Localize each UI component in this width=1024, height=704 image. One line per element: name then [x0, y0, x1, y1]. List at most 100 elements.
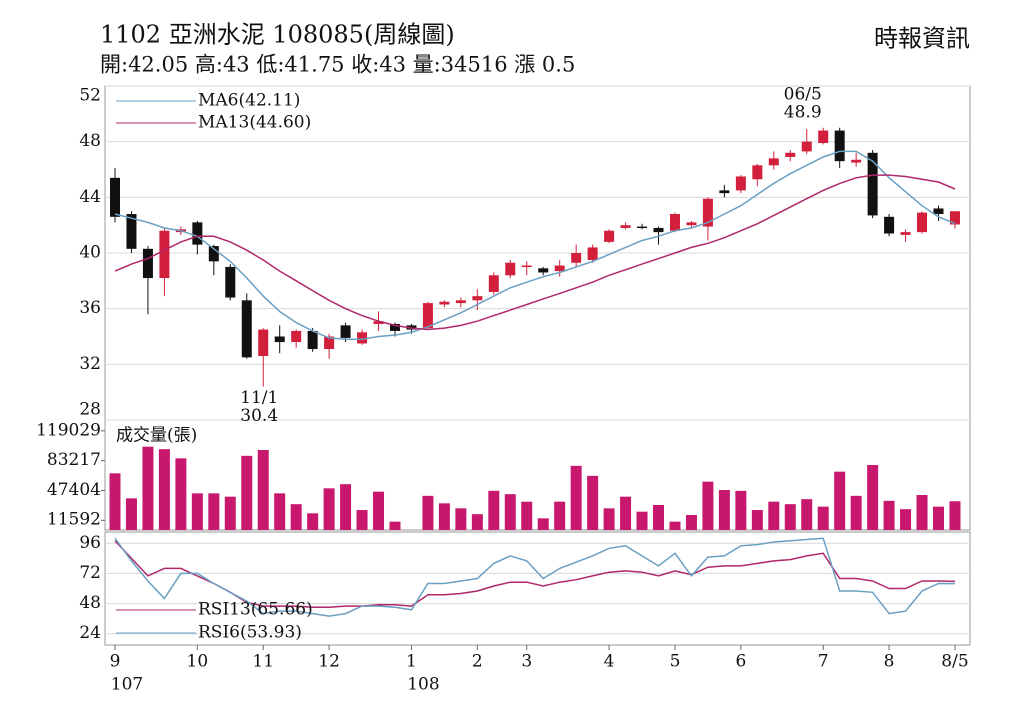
x-year-label: 108	[407, 675, 439, 695]
candle-body	[455, 300, 466, 304]
y-tick-label: 48	[79, 593, 101, 613]
y-tick-label: 32	[79, 354, 101, 374]
candle-body	[884, 216, 895, 234]
volume-bar	[850, 495, 862, 530]
volume-bar	[471, 514, 483, 530]
candle-body	[587, 247, 598, 260]
volume-bar	[883, 500, 895, 530]
volume-title: 成交量(張)	[116, 426, 197, 446]
rsi-panel	[104, 531, 971, 646]
volume-bar	[718, 490, 730, 530]
x-tick-label: 12	[318, 652, 340, 672]
candle-body	[637, 226, 648, 229]
legend-label: RSI6(53.93)	[198, 623, 302, 643]
candle-body	[439, 301, 450, 305]
y-tick-label: 83217	[47, 450, 101, 470]
candle-body	[472, 296, 483, 301]
x-tick-label: 5	[670, 652, 681, 672]
volume-bar	[834, 471, 846, 530]
y-tick-label: 40	[79, 243, 101, 263]
x-tick-label: 3	[521, 652, 532, 672]
x-tick-label: 1	[406, 652, 417, 672]
volume-bar	[636, 511, 648, 530]
volume-bar	[735, 490, 747, 530]
x-tick-label: 9	[110, 652, 121, 672]
volume-bar	[768, 501, 780, 530]
candle-body	[241, 300, 252, 358]
candle-body	[274, 336, 285, 343]
legend-label: MA6(42.11)	[198, 91, 300, 111]
candle-body	[949, 211, 960, 225]
x-tick-label: 8	[884, 652, 895, 672]
volume-bar	[323, 488, 335, 530]
volume-bar	[290, 504, 302, 530]
y-tick-label: 48	[79, 131, 101, 151]
volume-bar	[784, 504, 796, 530]
volume-bar	[422, 495, 434, 530]
candle-body	[422, 303, 433, 329]
volume-bar	[109, 473, 121, 530]
volume-bar	[488, 490, 500, 530]
candle-body	[933, 208, 944, 215]
annotation-value: 48.9	[784, 103, 822, 123]
volume-bar	[751, 510, 763, 530]
volume-bar	[554, 501, 566, 530]
volume-bar	[224, 496, 236, 530]
candle-body	[834, 130, 845, 162]
annotation-value: 30.4	[240, 406, 278, 426]
candle-body	[110, 177, 120, 217]
y-tick-label: 47404	[47, 480, 101, 500]
volume-bar	[653, 505, 665, 530]
candle-body	[357, 332, 368, 344]
candle-body	[258, 329, 269, 356]
volume-bar	[373, 491, 385, 530]
candle-body	[851, 159, 862, 163]
annotation-date: 11/1	[240, 388, 278, 408]
volume-bar	[685, 515, 697, 530]
x-tick-label: 2	[472, 652, 483, 672]
volume-bar	[817, 506, 829, 530]
candle-body	[291, 330, 302, 343]
legend-label: RSI13(65.66)	[198, 600, 313, 620]
candle-body	[208, 246, 219, 262]
volume-bar	[241, 455, 253, 530]
volume-bar	[389, 521, 401, 530]
candle-body	[620, 225, 631, 228]
volume-bar	[340, 484, 352, 530]
candle-body	[735, 176, 746, 191]
y-tick-label: 11592	[47, 510, 101, 530]
candle-body	[142, 248, 153, 279]
candle-body	[538, 268, 549, 273]
candle-body	[686, 222, 697, 226]
volume-bar	[587, 475, 599, 530]
candle-body	[900, 232, 911, 235]
y-tick-label: 96	[79, 533, 101, 553]
candle-body	[752, 165, 763, 180]
volume-bar	[570, 465, 582, 530]
legend-label: MA13(44.60)	[198, 113, 311, 133]
source: 時報資訊	[874, 25, 970, 53]
x-tick-label: 10	[187, 652, 209, 672]
candle-body	[768, 158, 779, 166]
volume-bar	[158, 449, 170, 530]
y-tick-label: 36	[79, 298, 101, 318]
volume-bar	[669, 521, 681, 530]
volume-bar	[620, 496, 632, 530]
x-tick-label: 7	[818, 652, 829, 672]
candle-body	[373, 321, 384, 324]
candle-body	[126, 214, 137, 249]
volume-bar	[257, 450, 269, 530]
volume-bar	[274, 493, 286, 530]
candle-body	[307, 330, 318, 350]
x-tick-label: 4	[604, 652, 615, 672]
volume-bar	[867, 465, 879, 530]
y-tick-label: 28	[79, 400, 101, 420]
candle-body	[801, 141, 812, 152]
x-tick-label: 8/5	[941, 652, 968, 672]
candle-body	[917, 212, 928, 233]
candle-body	[669, 214, 680, 231]
candle-body	[785, 152, 796, 157]
y-tick-label: 72	[79, 563, 101, 583]
candle-body	[554, 265, 565, 272]
